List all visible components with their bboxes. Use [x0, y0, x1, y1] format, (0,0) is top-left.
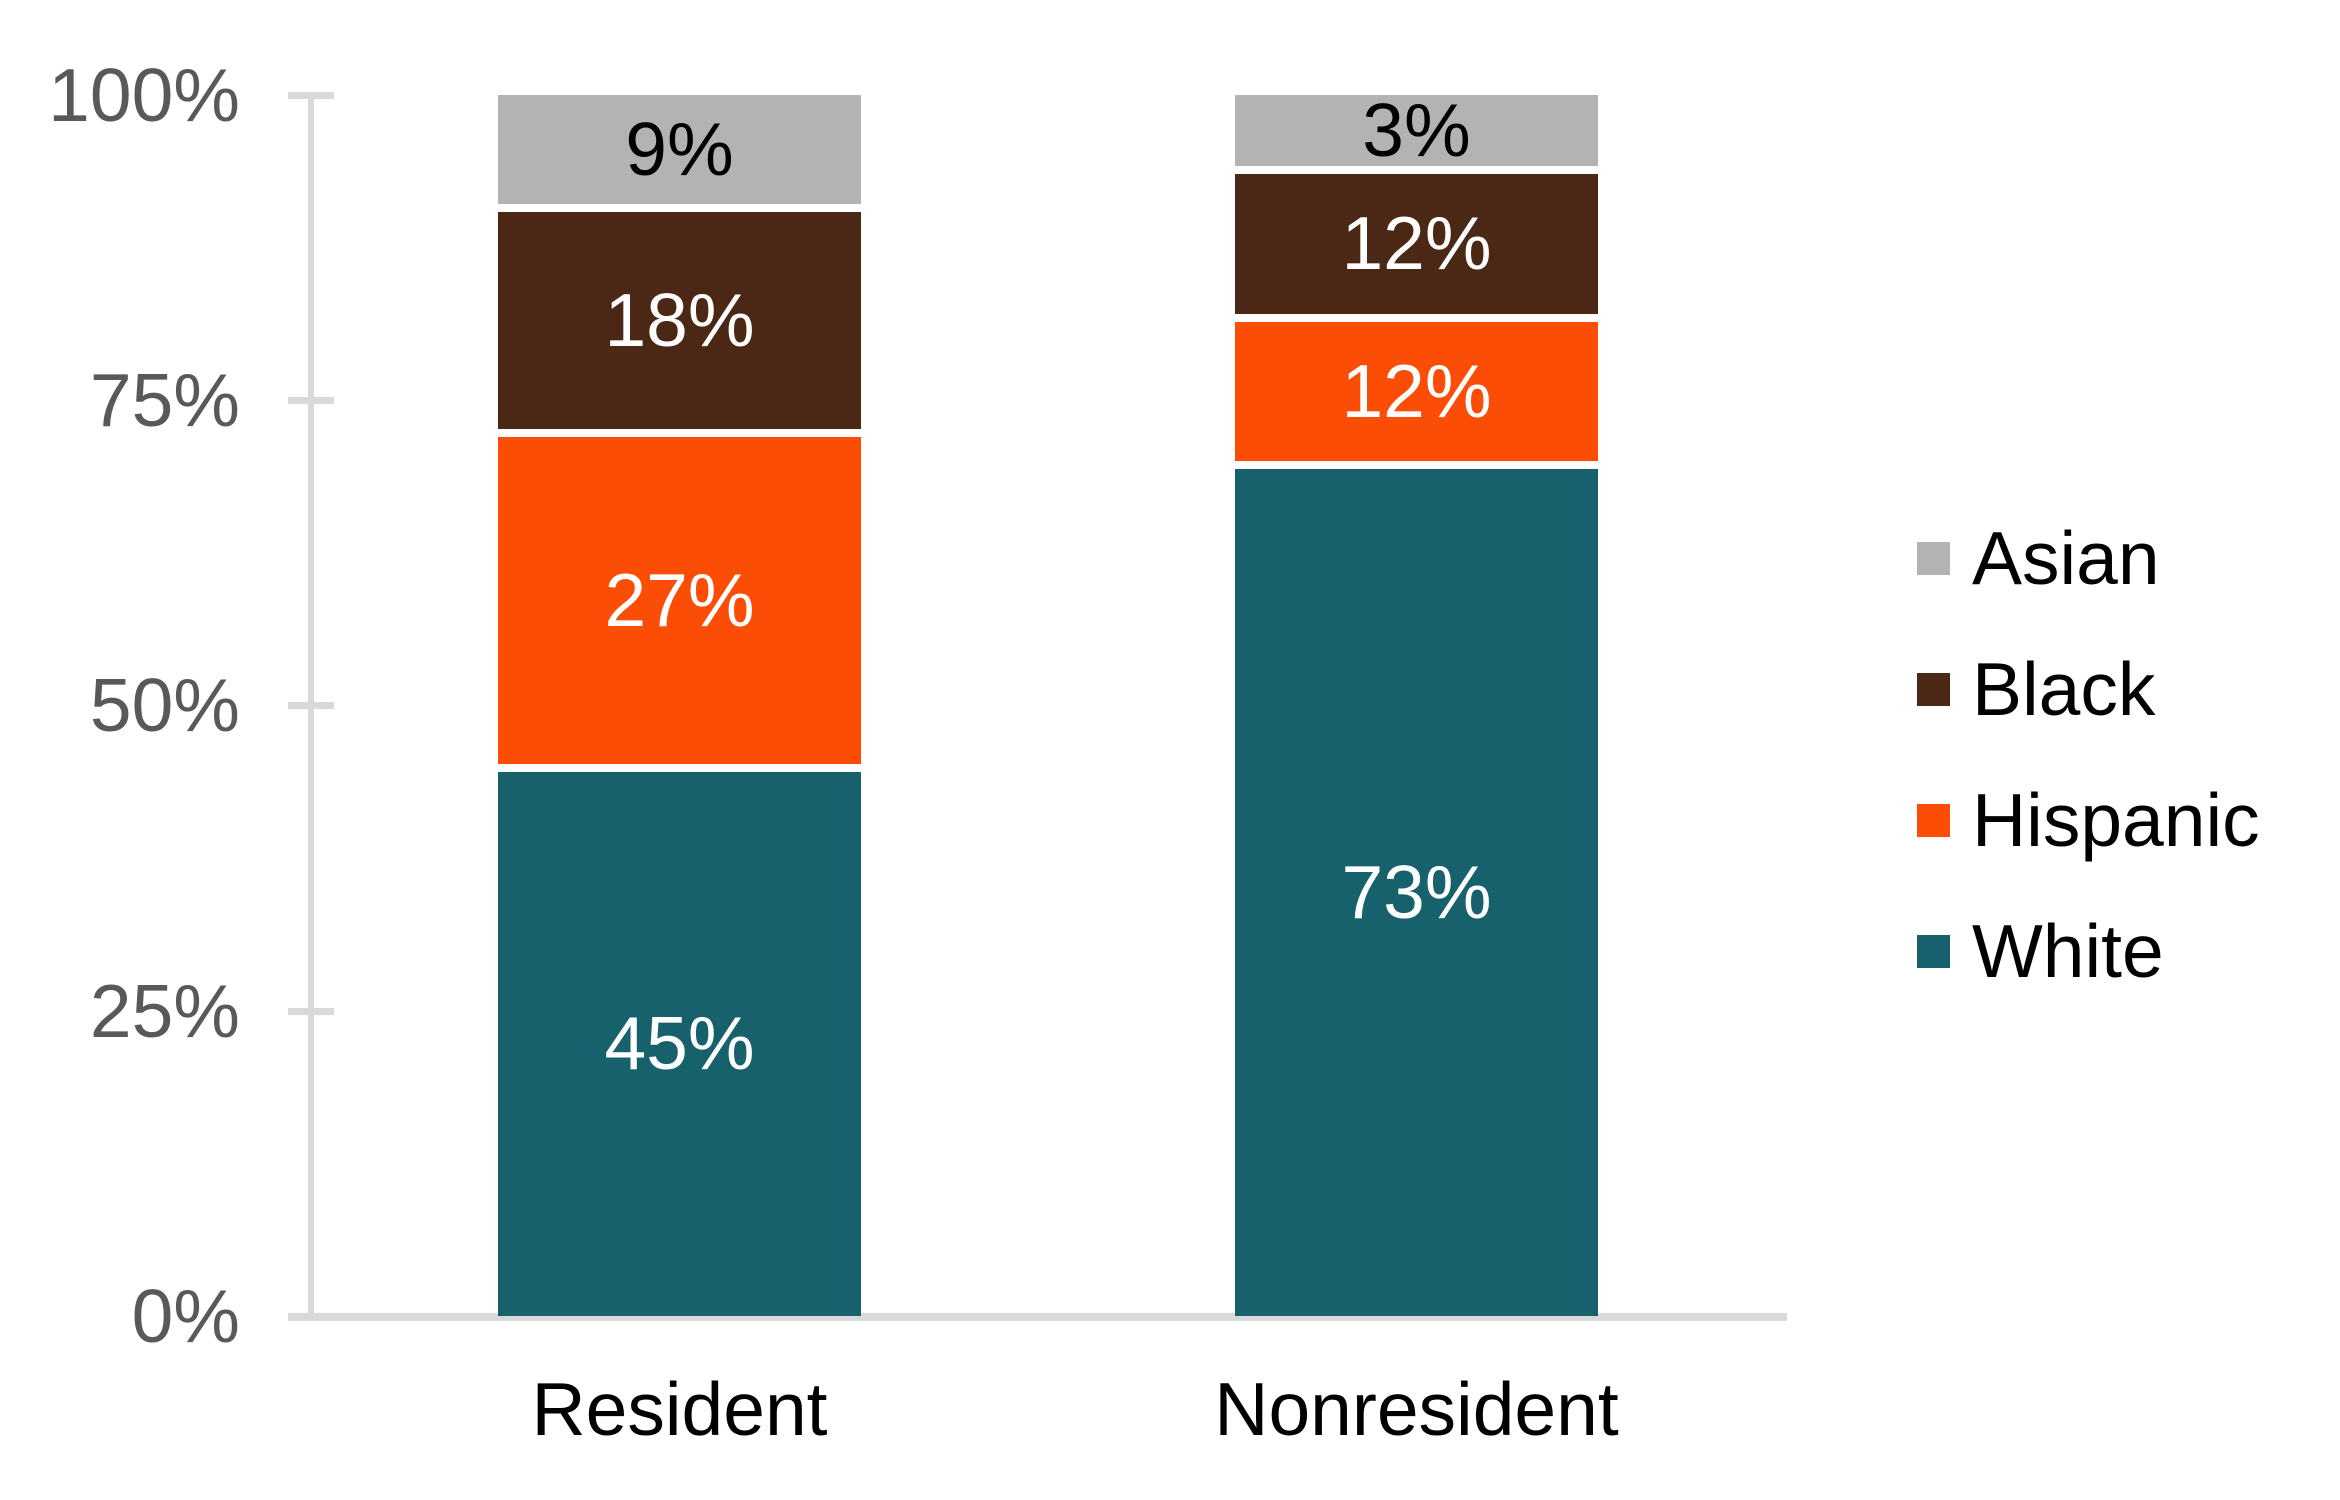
legend-swatch-icon — [1917, 541, 1950, 575]
y-axis-tick-label: 0% — [131, 1273, 240, 1358]
bar-segment-label: 9% — [625, 106, 734, 191]
bar-segment-asian-resident: 9% — [498, 95, 861, 212]
y-axis-tick-label: 25% — [89, 968, 240, 1053]
category-label-resident: Resident — [531, 1367, 828, 1451]
bar-segment-hispanic-nonresident: 12% — [1235, 321, 1598, 469]
y-axis-tick-label: 50% — [89, 662, 240, 747]
bar-segment-white-nonresident: 73% — [1235, 468, 1598, 1316]
legend-swatch-icon — [1917, 803, 1950, 837]
category-label-nonresident: Nonresident — [1214, 1367, 1619, 1451]
bar-segment-hispanic-resident: 27% — [498, 437, 861, 772]
bar-segment-label: 12% — [1341, 348, 1492, 433]
legend-item-asian: Asian — [1917, 513, 2160, 603]
y-axis-tick — [288, 1313, 334, 1320]
bar-segment-asian-nonresident: 3% — [1235, 88, 1598, 175]
bar-resident: 9% 18% 27% 45% — [498, 95, 861, 1316]
bar-nonresident: 3% 12% 12% 73% — [1235, 88, 1598, 1316]
y-axis-tick-label: 100% — [48, 52, 240, 137]
y-axis-tick — [288, 92, 334, 99]
legend-item-black: Black — [1917, 644, 2155, 734]
y-axis-tick-label: 75% — [89, 357, 240, 442]
legend-label: Asian — [1972, 515, 2160, 600]
legend-label: Hispanic — [1972, 777, 2260, 862]
legend-swatch-icon — [1917, 672, 1950, 706]
bar-segment-label: 27% — [604, 558, 755, 643]
legend-label: White — [1972, 908, 2164, 993]
x-axis-line — [288, 1313, 1787, 1321]
bar-segment-black-resident: 18% — [498, 211, 861, 438]
bar-segment-label: 18% — [604, 278, 755, 362]
bar-segment-label: 12% — [1341, 201, 1492, 286]
bar-segment-label: 45% — [604, 1001, 755, 1086]
legend-item-white: White — [1917, 906, 2164, 996]
legend-item-hispanic: Hispanic — [1917, 775, 2260, 865]
bar-segment-label: 73% — [1341, 849, 1492, 934]
bar-segment-black-nonresident: 12% — [1235, 174, 1598, 322]
y-axis-tick — [288, 1008, 334, 1015]
y-axis-tick — [288, 397, 334, 404]
y-axis-tick — [288, 702, 334, 709]
bar-segment-label: 3% — [1362, 88, 1471, 172]
legend-swatch-icon — [1917, 934, 1950, 968]
bar-segment-white-resident: 45% — [498, 771, 861, 1316]
legend-label: Black — [1972, 646, 2156, 731]
